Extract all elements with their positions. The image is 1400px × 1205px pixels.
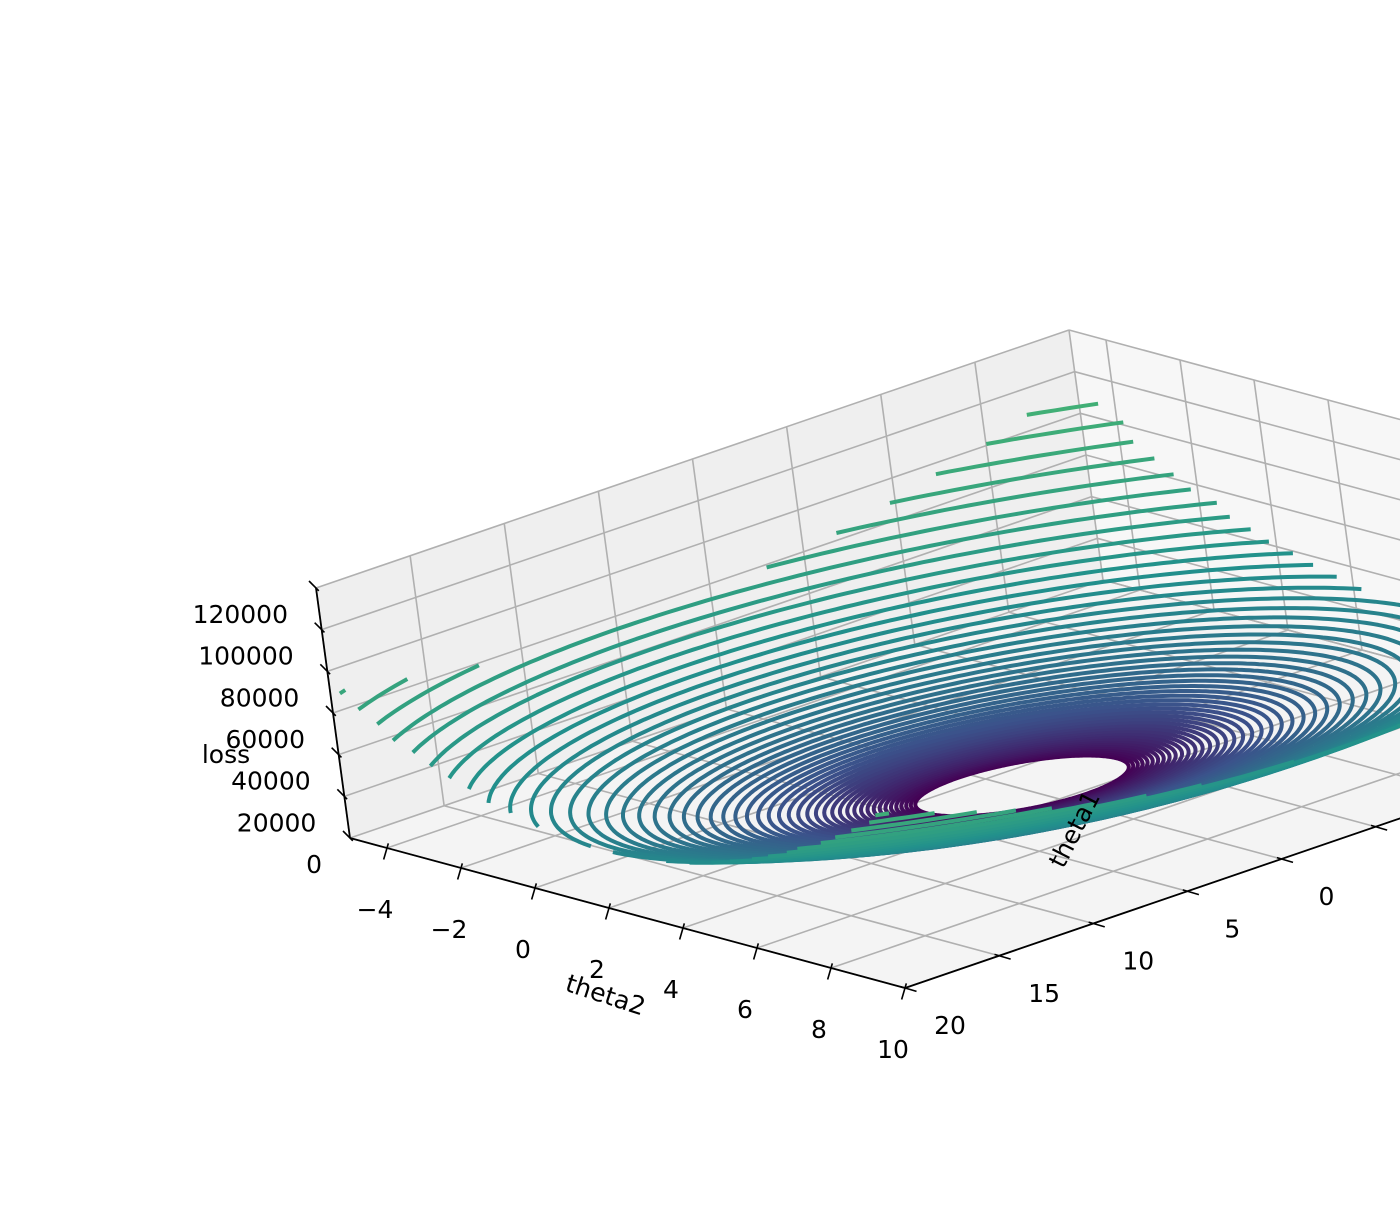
z-tick-label: 100000	[198, 642, 293, 671]
z-tick-label: 80000	[220, 683, 300, 712]
y-tick-label: 5	[1224, 914, 1240, 943]
x-tick-label: 6	[737, 995, 753, 1024]
y-tick-label: 10	[1122, 947, 1154, 976]
z-tick-label-mark	[309, 581, 319, 591]
x-axis-label: theta2	[562, 968, 649, 1021]
y-tick-label: 15	[1028, 979, 1060, 1008]
y-tick-label: 0	[1319, 882, 1335, 911]
y-tick-label: 20	[934, 1011, 966, 1040]
x-tick-label: 0	[515, 935, 531, 964]
z-tick-label: 0	[306, 850, 322, 879]
x-tick-label: 10	[877, 1035, 909, 1064]
z-tick-label: 40000	[231, 767, 311, 796]
x-tick-label: −4	[357, 895, 394, 924]
contour-line	[875, 813, 889, 815]
x-tick-label: −2	[431, 915, 468, 944]
x-tick-label: 8	[811, 1015, 827, 1044]
z-tick-label: 20000	[237, 808, 317, 837]
z-tick-label: 120000	[193, 600, 288, 629]
x-tick-label: 4	[663, 975, 679, 1004]
z-axis-label: loss	[202, 740, 250, 769]
